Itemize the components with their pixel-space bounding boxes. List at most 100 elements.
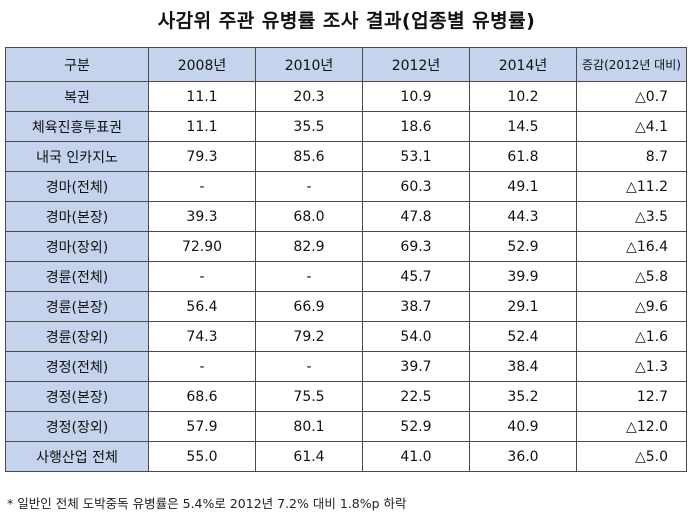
value-2014-cell: 52.9	[469, 231, 577, 262]
change-cell: 8.7	[576, 141, 687, 172]
change-cell: △9.6	[576, 291, 687, 322]
change-cell: △11.2	[576, 171, 687, 202]
value-2014-cell: 49.1	[469, 171, 577, 202]
category-cell: 경정(전체)	[5, 351, 149, 382]
footnote: * 일반인 전체 도박중독 유병률은 5.4%로 2012년 7.2% 대비 1…	[7, 496, 407, 511]
value-2014-cell: 40.9	[469, 411, 577, 442]
change-cell: △4.1	[576, 111, 687, 142]
table-row: 경마(본장) 39.3 68.0 47.8 44.3 △3.5	[5, 201, 687, 232]
value-2012-cell: 18.6	[362, 111, 470, 142]
category-cell: 복권	[5, 81, 149, 112]
value-2008-cell: 72.90	[148, 231, 256, 262]
category-cell: 경륜(전체)	[5, 261, 149, 292]
category-cell: 경륜(본장)	[5, 291, 149, 322]
column-header-change: 증감(2012년 대비)	[576, 47, 687, 82]
value-2014-cell: 61.8	[469, 141, 577, 172]
category-cell: 경마(장외)	[5, 231, 149, 262]
value-2010-cell: 61.4	[255, 441, 363, 472]
category-cell: 경륜(장외)	[5, 321, 149, 352]
change-cell: △0.7	[576, 81, 687, 112]
table-title: 사감위 주관 유병률 조사 결과(업종별 유병률)	[157, 10, 536, 32]
value-2012-cell: 41.0	[362, 441, 470, 472]
column-header-2014: 2014년	[469, 47, 577, 82]
table-row: 경정(장외) 57.9 80.1 52.9 40.9 △12.0	[5, 411, 687, 442]
table-row: 경마(전체) - -60.3 49.1 △11.2	[5, 171, 687, 202]
table-row: 경정(전체) - -39.7 38.4 △1.3	[5, 351, 687, 382]
value-2012-cell: 47.8	[362, 201, 470, 232]
value-2010-cell: 80.1	[255, 411, 363, 442]
value-2010-cell: -	[255, 351, 363, 382]
category-cell: 경정(장외)	[5, 411, 149, 442]
value-2014-cell: 39.9	[469, 261, 577, 292]
value-2012-cell: 69.3	[362, 231, 470, 262]
value-2014-cell: 52.4	[469, 321, 577, 352]
value-2008-cell: 11.1	[148, 111, 256, 142]
value-2008-cell: 39.3	[148, 201, 256, 232]
value-2012-cell: 22.5	[362, 381, 470, 412]
change-cell: △3.5	[576, 201, 687, 232]
column-header-2010: 2010년	[255, 47, 363, 82]
value-2014-cell: 35.2	[469, 381, 577, 412]
table-row: 사행산업 전체 55.0 61.4 41.0 36.0 △5.0	[5, 441, 687, 472]
prevalence-table: 구분 2008년 2010년 2012년 2014년 증감(2012년 대비) …	[5, 47, 687, 472]
value-2010-cell: 68.0	[255, 201, 363, 232]
table-row: 경륜(장외) 74.3 79.2 54.0 52.4 △1.6	[5, 321, 687, 352]
value-2010-cell: 66.9	[255, 291, 363, 322]
value-2008-cell: 79.3	[148, 141, 256, 172]
category-cell: 체육진흥투표권	[5, 111, 149, 142]
change-cell: △1.3	[576, 351, 687, 382]
value-2010-cell: 82.9	[255, 231, 363, 262]
table-row: 복권 11.1 20.3 10.9 10.2 △0.7	[5, 81, 687, 112]
value-2012-cell: 39.7	[362, 351, 470, 382]
change-cell: △12.0	[576, 411, 687, 442]
value-2012-cell: 54.0	[362, 321, 470, 352]
category-cell: 경마(전체)	[5, 171, 149, 202]
value-2012-cell: 53.1	[362, 141, 470, 172]
value-2008-cell: 56.4	[148, 291, 256, 322]
change-cell: △1.6	[576, 321, 687, 352]
value-2008-cell: -	[148, 171, 256, 202]
table-header-row: 구분 2008년 2010년 2012년 2014년 증감(2012년 대비)	[5, 47, 687, 82]
table-row: 경륜(전체) - -45.7 39.9 △5.8	[5, 261, 687, 292]
category-cell: 사행산업 전체	[5, 441, 149, 472]
value-2010-cell: 79.2	[255, 321, 363, 352]
value-2014-cell: 14.5	[469, 111, 577, 142]
category-cell: 경정(본장)	[5, 381, 149, 412]
value-2010-cell: -	[255, 261, 363, 292]
column-header-2008: 2008년	[148, 47, 256, 82]
table-row: 경정(본장) 68.6 75.5 22.5 35.2 12.7	[5, 381, 687, 412]
value-2010-cell: 85.6	[255, 141, 363, 172]
category-cell: 내국 인카지노	[5, 141, 149, 172]
value-2008-cell: 68.6	[148, 381, 256, 412]
value-2008-cell: 11.1	[148, 81, 256, 112]
value-2008-cell: 74.3	[148, 321, 256, 352]
table-row: 내국 인카지노 79.3 85.6 53.1 61.8 8.7	[5, 141, 687, 172]
value-2010-cell: 20.3	[255, 81, 363, 112]
value-2012-cell: 52.9	[362, 411, 470, 442]
column-header-category: 구분	[5, 47, 149, 82]
change-cell: △5.8	[576, 261, 687, 292]
value-2014-cell: 10.2	[469, 81, 577, 112]
change-cell: △5.0	[576, 441, 687, 472]
table-row: 경마(장외) 72.90 82.9 69.3 52.9 △16.4	[5, 231, 687, 262]
value-2008-cell: 55.0	[148, 441, 256, 472]
value-2010-cell: 35.5	[255, 111, 363, 142]
value-2010-cell: 75.5	[255, 381, 363, 412]
value-2012-cell: 60.3	[362, 171, 470, 202]
change-cell: △16.4	[576, 231, 687, 262]
table-row: 경륜(본장) 56.4 66.9 38.7 29.1 △9.6	[5, 291, 687, 322]
value-2012-cell: 38.7	[362, 291, 470, 322]
table-row: 체육진흥투표권 11.1 35.5 18.6 14.5 △4.1	[5, 111, 687, 142]
value-2012-cell: 45.7	[362, 261, 470, 292]
value-2008-cell: -	[148, 261, 256, 292]
value-2014-cell: 36.0	[469, 441, 577, 472]
value-2008-cell: 57.9	[148, 411, 256, 442]
change-cell: 12.7	[576, 381, 687, 412]
value-2008-cell: -	[148, 351, 256, 382]
value-2014-cell: 38.4	[469, 351, 577, 382]
value-2014-cell: 29.1	[469, 291, 577, 322]
category-cell: 경마(본장)	[5, 201, 149, 232]
value-2014-cell: 44.3	[469, 201, 577, 232]
value-2012-cell: 10.9	[362, 81, 470, 112]
column-header-2012: 2012년	[362, 47, 470, 82]
